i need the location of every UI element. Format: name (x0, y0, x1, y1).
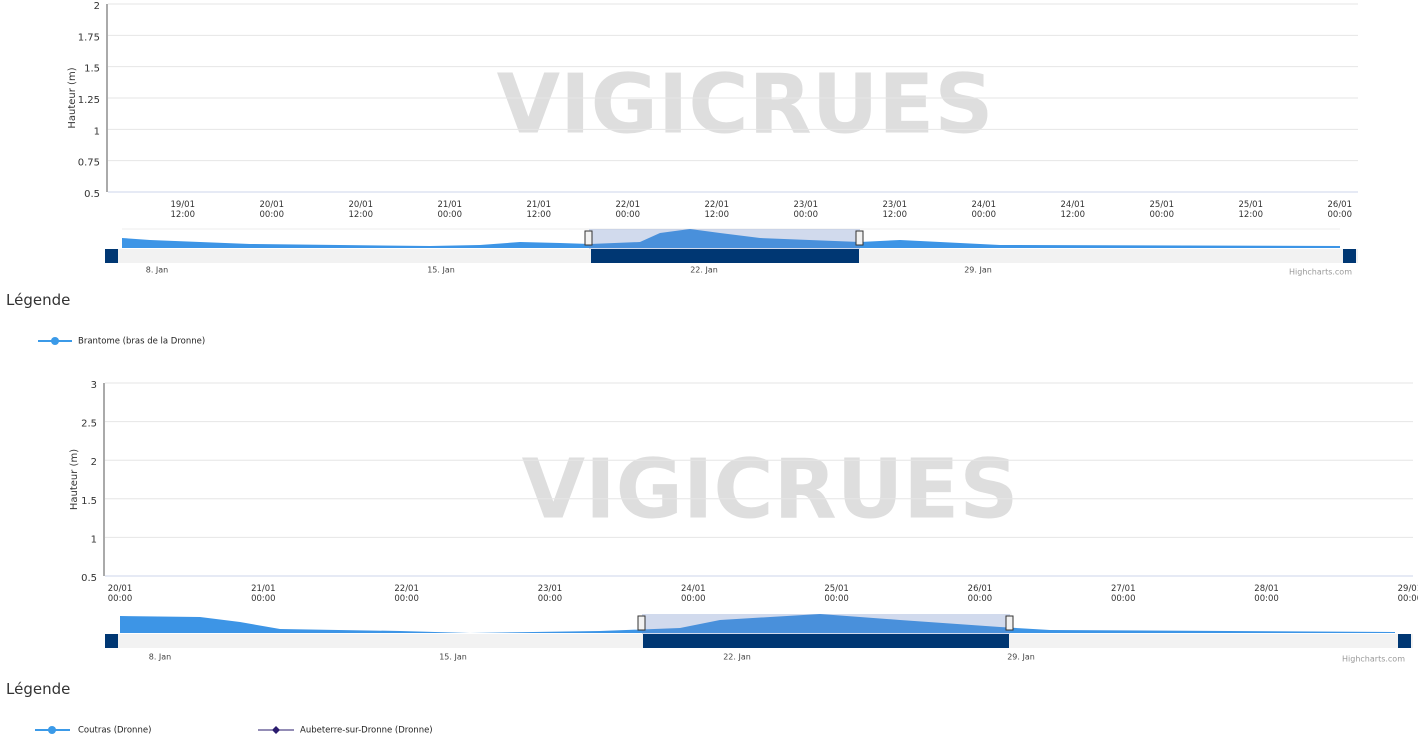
scrollbar-button[interactable] (105, 249, 118, 263)
y-tick-label: 1.5 (84, 64, 100, 75)
x-tick-label: 25/01 00:00 (824, 584, 849, 604)
navigator-mask[interactable] (642, 614, 1010, 634)
x-tick-label: 20/01 12:00 (348, 200, 374, 220)
x-tick-label: 19/01 12:00 (170, 200, 196, 220)
x-tick-label: 27/01 00:00 (1110, 584, 1136, 604)
y-axis-title: Hauteur (m) (67, 67, 78, 128)
x-tick-label: 26/01 00:00 (1327, 200, 1353, 220)
credits[interactable]: Highcharts.com (1342, 655, 1405, 664)
y-tick-label: 1.25 (78, 95, 100, 106)
navigator-label: 22. Jan (723, 653, 751, 662)
y-tick-label: 1.75 (78, 32, 100, 43)
x-tick-label: 22/01 00:00 (615, 200, 641, 220)
scrollbar-thumb[interactable] (591, 249, 859, 263)
navigator: 8. Jan 15. Jan 22. Jan 29. Jan Highchart… (105, 228, 1358, 277)
navigator-label: 29. Jan (1007, 653, 1035, 662)
y-tick-label: 0.5 (81, 573, 97, 584)
y-tick-label: 1 (94, 126, 100, 137)
y-tick-label: 1 (91, 534, 97, 545)
x-tick-label: 24/01 00:00 (681, 584, 706, 604)
y-tick-label: 2 (94, 1, 100, 12)
legend-label: Brantome (bras de la Dronne) (78, 337, 205, 347)
x-tick-label: 21/01 00:00 (251, 584, 276, 604)
x-tick-label: 29/01 00:00 (1397, 584, 1418, 604)
legend-item[interactable]: Brantome (bras de la Dronne) (38, 337, 205, 347)
x-tick-label: 25/01 00:00 (1149, 200, 1175, 220)
x-tick-label: 22/01 12:00 (704, 200, 730, 220)
x-tick-label: 22/01 00:00 (394, 584, 419, 604)
legend-marker (272, 726, 280, 734)
scrollbar-button[interactable] (105, 634, 118, 648)
navigator-area (122, 229, 1340, 248)
legend-label: Coutras (Dronne) (78, 726, 151, 736)
watermark: VIGICRUES (497, 57, 994, 152)
navigator-label: 15. Jan (427, 266, 455, 275)
scrollbar-button[interactable] (1398, 634, 1411, 648)
x-tick-label: 25/01 12:00 (1238, 200, 1264, 220)
x-tick-label: 24/01 00:00 (971, 200, 997, 220)
navigator-handle[interactable] (855, 230, 864, 246)
navigator-label: 15. Jan (439, 653, 467, 662)
x-tick-label: 24/01 12:00 (1060, 200, 1086, 220)
x-tick-label: 21/01 00:00 (437, 200, 463, 220)
x-tick-label: 28/01 00:00 (1254, 584, 1279, 604)
credits[interactable]: Highcharts.com (1289, 268, 1352, 277)
x-tick-label: 20/01 00:00 (259, 200, 285, 220)
navigator-area (120, 614, 1395, 633)
y-axis-title: Hauteur (m) (69, 449, 80, 510)
navigator: 8. Jan 15. Jan 22. Jan 29. Jan Highchart… (105, 614, 1413, 664)
navigator-label: 29. Jan (964, 266, 992, 275)
y-tick-label: 1.5 (81, 496, 97, 507)
x-tick-label: 26/01 00:00 (967, 584, 993, 604)
navigator-label: 8. Jan (149, 653, 172, 662)
x-tick-label: 23/01 00:00 (537, 584, 563, 604)
legend-title: Légende (6, 680, 71, 698)
navigator-label: 8. Jan (146, 266, 169, 275)
x-tick-label: 23/01 12:00 (882, 200, 908, 220)
y-tick-label: 0.5 (84, 189, 100, 200)
navigator-handle[interactable] (637, 615, 646, 631)
y-tick-label: 3 (91, 380, 97, 391)
y-tick-label: 2 (91, 457, 97, 468)
navigator-handle[interactable] (1005, 615, 1014, 631)
y-tick-label: 0.75 (78, 158, 100, 169)
x-tick-label: 23/01 00:00 (793, 200, 819, 220)
navigator-mask[interactable] (589, 229, 860, 249)
legend-item[interactable]: Coutras (Dronne) (35, 726, 151, 736)
y-tick-label: 2.5 (81, 419, 97, 430)
legend-marker (51, 337, 59, 345)
scrollbar-thumb[interactable] (643, 634, 1009, 648)
x-tick-label: 20/01 00:00 (107, 584, 133, 604)
navigator-label: 22. Jan (690, 266, 718, 275)
scrollbar-button[interactable] (1343, 249, 1356, 263)
legend-title: Légende (6, 291, 71, 309)
watermark: VIGICRUES (522, 442, 1019, 537)
x-tick-label: 21/01 12:00 (526, 200, 552, 220)
legend-marker (48, 726, 56, 734)
legend-item[interactable]: Aubeterre-sur-Dronne (Dronne) (258, 726, 433, 736)
legend-label: Aubeterre-sur-Dronne (Dronne) (300, 726, 433, 736)
navigator-handle[interactable] (584, 230, 593, 246)
